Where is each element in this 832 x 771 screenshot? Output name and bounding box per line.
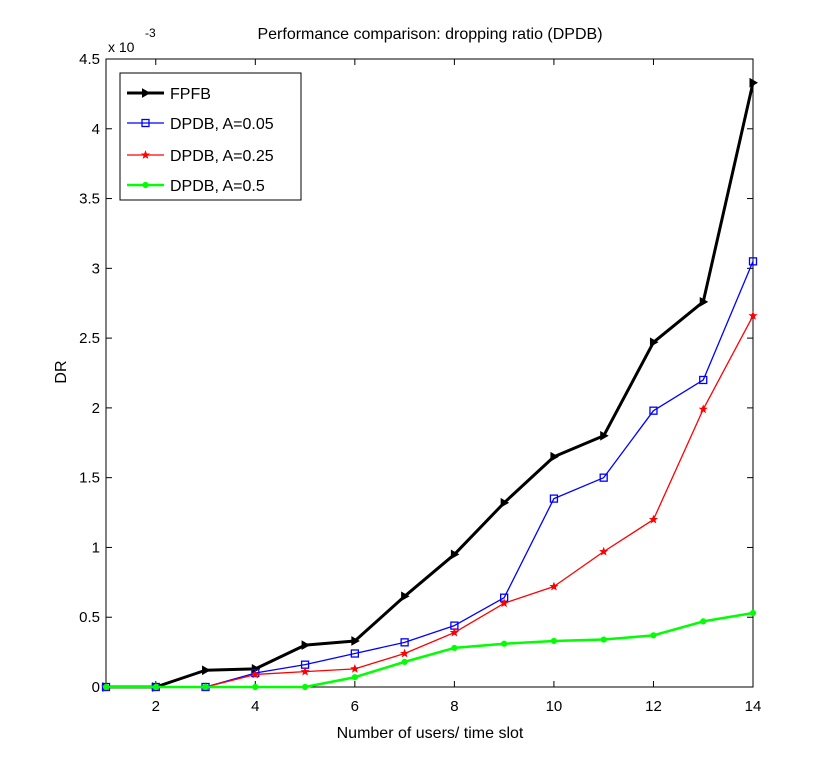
data-point — [749, 609, 757, 617]
data-point — [301, 683, 309, 691]
y-tick-label: 2 — [92, 400, 100, 417]
y-axis-label: DR — [53, 360, 70, 383]
y-tick-label: 2.5 — [79, 330, 100, 347]
data-point — [252, 683, 259, 691]
legend-label: DPDB, A=0.05 — [170, 116, 274, 133]
y-tick-label: 3.5 — [79, 191, 100, 208]
series-0 — [102, 77, 759, 692]
data-point — [141, 118, 150, 128]
data-point — [700, 618, 707, 625]
data-point — [400, 638, 409, 647]
y-tick-label: 1.5 — [79, 470, 100, 487]
data-point — [550, 451, 559, 462]
legend-entry: DPDB, A=0.25 — [127, 148, 274, 165]
data-point — [449, 627, 459, 637]
data-point — [748, 310, 758, 320]
data-point — [351, 636, 360, 646]
series-1 — [101, 257, 758, 692]
y-tick-label: 4.5 — [79, 51, 100, 68]
series-line — [106, 315, 754, 688]
data-point — [301, 640, 311, 650]
x-tick-label: 4 — [251, 698, 259, 715]
series-3 — [102, 609, 757, 691]
x-axis-label: Number of users/ time slot — [337, 725, 524, 742]
data-point — [648, 514, 659, 524]
legend-entry: FPFB — [127, 86, 211, 103]
series-lines — [101, 77, 759, 692]
chart-title: Performance comparison: dropping ratio (… — [257, 26, 602, 43]
series-line — [106, 82, 755, 689]
legend-label: FPFB — [170, 86, 211, 103]
data-point — [748, 257, 758, 266]
data-point — [699, 296, 709, 307]
data-point — [599, 473, 608, 482]
legend-label: DPDB, A=0.5 — [170, 178, 265, 195]
data-point — [300, 666, 310, 676]
y-tick-label: 0.5 — [79, 609, 100, 626]
data-point — [550, 637, 558, 645]
series-line — [106, 261, 754, 688]
y-tick-label: 3 — [92, 260, 100, 277]
x-tick-label: 14 — [745, 698, 762, 715]
y-tick-label: 4 — [92, 121, 100, 138]
data-point — [202, 665, 211, 676]
data-point — [152, 683, 159, 691]
data-point — [400, 648, 410, 658]
data-point — [600, 636, 607, 643]
data-point — [649, 406, 658, 415]
data-point — [450, 549, 460, 560]
y-axis-exponent-base: x 10 — [108, 39, 135, 55]
data-point — [350, 649, 359, 658]
data-point — [749, 77, 759, 88]
legend-entry: DPDB, A=0.05 — [127, 116, 274, 133]
data-point — [699, 375, 708, 385]
data-point — [251, 663, 261, 674]
x-tick-label: 2 — [152, 698, 160, 715]
data-point — [600, 430, 609, 441]
data-point — [142, 88, 151, 98]
x-tick-label: 6 — [351, 698, 359, 715]
x-tick-label: 12 — [645, 698, 662, 715]
data-point — [140, 150, 151, 159]
plot-frame — [105, 58, 754, 688]
data-point — [549, 581, 559, 591]
data-point — [650, 632, 657, 639]
y-tick-label: 0 — [92, 679, 100, 696]
series-line — [106, 611, 754, 689]
data-point — [250, 669, 260, 679]
data-point — [350, 664, 360, 673]
y-axis-exponent-power: -3 — [145, 26, 156, 40]
data-point — [501, 640, 508, 647]
data-point — [401, 658, 408, 665]
data-point — [500, 497, 510, 508]
data-point — [499, 598, 509, 608]
data-point — [102, 683, 110, 691]
data-point — [649, 337, 659, 348]
legend: FPFB DPDB, A=0.05 DPDB, A=0.25 DPDB, A=0.5 — [119, 72, 302, 201]
data-point — [698, 404, 708, 414]
data-point — [401, 591, 410, 602]
x-tick-label: 8 — [450, 698, 458, 715]
legend-entry: DPDB, A=0.5 — [127, 178, 265, 195]
data-point — [599, 546, 609, 556]
data-point — [202, 683, 209, 691]
data-point — [142, 181, 149, 189]
data-point — [549, 494, 559, 503]
data-point — [351, 674, 358, 681]
legend-label: DPDB, A=0.25 — [170, 148, 274, 165]
y-tick-label: 1 — [92, 539, 100, 556]
x-tick-label: 10 — [546, 698, 563, 715]
data-point — [451, 644, 458, 652]
axes: 2 4 6 8 10 12 14 0 0.5 1 1.5 2 2.5 3 3.5 4 4.5 — [79, 51, 761, 715]
